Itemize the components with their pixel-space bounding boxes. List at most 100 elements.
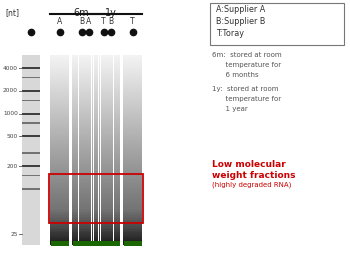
Bar [101,228,120,229]
Bar [123,102,142,104]
Bar [94,164,113,166]
Bar [101,177,120,179]
Bar [72,98,91,99]
Bar [72,110,91,112]
Bar [72,90,91,92]
Bar [78,55,79,245]
Bar [123,55,142,57]
Bar [123,243,142,245]
Bar [123,145,142,147]
Bar [79,136,98,137]
Bar [50,117,69,118]
Bar [50,183,69,185]
Bar [50,158,69,159]
Bar [79,118,98,120]
Text: A:Supplier A: A:Supplier A [216,5,265,15]
Bar [72,55,91,57]
Bar [101,106,120,107]
Bar [123,87,142,88]
Bar [94,83,113,85]
Bar [94,134,113,136]
Bar [123,106,142,107]
Bar [72,147,91,148]
Bar [50,210,69,212]
Bar [123,218,142,220]
Bar [50,85,69,87]
Bar [123,202,142,204]
Bar [101,56,120,58]
Bar [50,185,69,186]
Bar [72,178,91,180]
Bar [94,194,113,196]
Bar [50,235,69,237]
Bar [50,191,69,193]
Bar [72,228,91,229]
Bar [123,109,142,110]
Bar [123,150,142,152]
Bar [123,200,142,202]
Bar [50,142,69,144]
Bar [123,162,142,164]
Bar [72,88,91,90]
Bar [72,193,91,194]
Bar [79,80,98,82]
Bar [79,82,98,83]
Bar [94,200,113,202]
Bar [101,229,120,231]
Bar [123,234,142,236]
Bar [94,58,113,60]
Bar [72,109,91,110]
Bar [79,186,98,188]
Bar [101,210,120,212]
Bar [123,213,142,215]
Bar [101,90,120,92]
Bar [49,173,143,223]
Bar [79,164,98,166]
Bar [50,159,69,161]
Bar [101,231,120,232]
Bar [101,126,120,128]
Bar [123,220,142,221]
Bar [72,121,91,123]
Bar [91,55,92,245]
Bar [101,155,120,156]
Bar [102,241,119,246]
Bar [94,101,113,102]
Bar [50,204,69,205]
Bar [72,202,91,204]
Bar [94,68,113,69]
Bar [72,77,91,79]
Bar [72,174,91,175]
Bar [72,199,91,201]
Bar [50,58,69,60]
Bar [101,186,120,188]
Bar [94,237,113,239]
Bar [50,101,69,102]
Bar [101,181,120,183]
Bar [50,133,69,134]
Bar [94,121,113,123]
Bar [72,213,91,215]
Bar [72,216,91,218]
Bar [101,85,120,87]
Bar [79,226,98,228]
Bar [94,74,113,76]
Text: 4000: 4000 [3,66,18,71]
Bar [101,199,120,201]
Text: T: T [130,17,135,27]
Text: 2000: 2000 [3,88,18,93]
Bar [79,220,98,221]
Bar [101,235,120,237]
Bar [79,74,98,76]
Bar [50,93,69,95]
Bar [123,174,142,175]
Bar [94,188,113,190]
Bar [72,58,91,60]
Bar [72,87,91,88]
Bar [94,107,113,109]
Bar [79,87,98,88]
Bar [94,193,113,194]
Bar [72,218,91,220]
Bar [79,224,98,226]
Bar [79,94,98,96]
